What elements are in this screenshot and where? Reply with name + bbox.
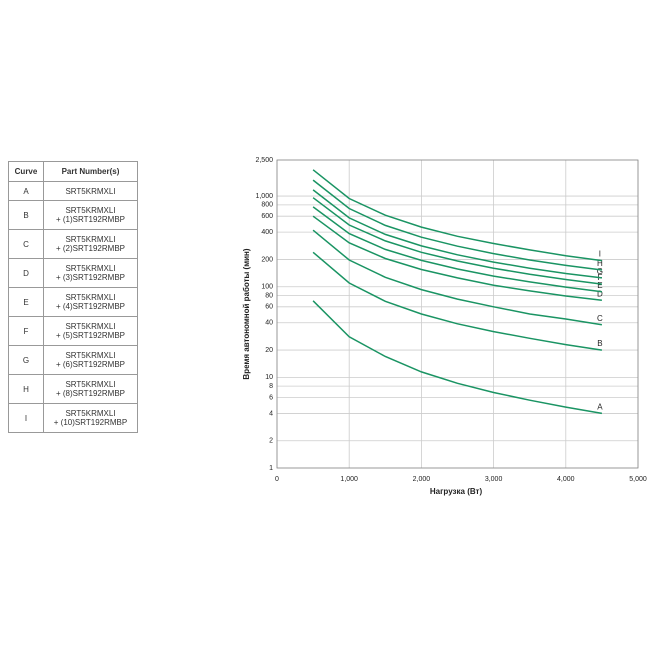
part-line: SRT5KRMXLI [65, 264, 116, 273]
part-line: + (10)SRT192RMBP [53, 418, 128, 427]
curve [312, 189, 602, 279]
curve [312, 197, 602, 285]
part-line: SRT5KRMXLI [65, 186, 116, 196]
y-tick-label: 4 [269, 410, 273, 417]
y-tick-label: 80 [265, 292, 273, 299]
part-cell: SRT5KRMXLI + (5)SRT192RMBP [43, 316, 138, 346]
x-tick-label: 1,000 [340, 476, 358, 483]
curve-cell: I [8, 403, 44, 433]
y-tick-label: 20 [265, 347, 273, 354]
part-line: SRT5KRMXLI [65, 409, 116, 418]
part-line: SRT5KRMXLI [65, 322, 116, 331]
curve-label: D [597, 289, 603, 298]
x-axis-label: Нагрузка (Вт) [430, 487, 483, 496]
y-tick-label: 40 [265, 320, 273, 327]
curve-cell: E [8, 287, 44, 317]
x-tick-label: 3,000 [485, 476, 503, 483]
y-tick-label: 10 [265, 374, 273, 381]
part-cell: SRT5KRMXLI + (1)SRT192RMBP [43, 200, 138, 230]
table-row: A SRT5KRMXLI [8, 181, 138, 201]
curve-label: I [599, 250, 601, 259]
part-line: + (2)SRT192RMBP [56, 244, 125, 253]
y-axis-label: Время автономной работы (мин) [242, 248, 251, 379]
table-row: F SRT5KRMXLI + (5)SRT192RMBP [8, 316, 138, 346]
curve [312, 169, 603, 262]
table-row: C SRT5KRMXLI + (2)SRT192RMBP [8, 229, 138, 259]
part-line: + (3)SRT192RMBP [56, 273, 125, 282]
part-cell: SRT5KRMXLI + (10)SRT192RMBP [43, 403, 138, 433]
table-row: E SRT5KRMXLI + (4)SRT192RMBP [8, 287, 138, 317]
table-row: G SRT5KRMXLI + (6)SRT192RMBP [8, 345, 138, 375]
curve [312, 206, 602, 293]
part-cell: SRT5KRMXLI + (2)SRT192RMBP [43, 229, 138, 259]
y-tick-label: 200 [261, 256, 273, 263]
part-line: + (5)SRT192RMBP [56, 331, 125, 340]
x-tick-label: 0 [275, 476, 279, 483]
curve-label: G [597, 267, 603, 276]
curve-label: H [597, 259, 603, 268]
curve [312, 179, 602, 271]
part-line: SRT5KRMXLI [65, 380, 116, 389]
table-row: D SRT5KRMXLI + (3)SRT192RMBP [8, 258, 138, 288]
table-row: I SRT5KRMXLI + (10)SRT192RMBP [8, 403, 138, 433]
part-line: + (1)SRT192RMBP [56, 215, 125, 224]
plot-frame [276, 159, 639, 469]
curve-label: E [597, 281, 602, 290]
table-row: B SRT5KRMXLI + (1)SRT192RMBP [8, 200, 138, 230]
part-line: + (6)SRT192RMBP [56, 360, 125, 369]
y-tick-label: 800 [261, 202, 273, 209]
y-tick-label: 60 [265, 304, 273, 311]
part-line: SRT5KRMXLI [65, 293, 116, 302]
curve [312, 300, 603, 415]
y-tick-label: 1 [269, 465, 273, 472]
y-tick-label: 1,000 [255, 193, 273, 200]
part-line: SRT5KRMXLI [65, 351, 116, 360]
part-cell: SRT5KRMXLI + (3)SRT192RMBP [43, 258, 138, 288]
y-tick-label: 8 [269, 383, 273, 390]
x-tick-label: 4,000 [557, 476, 575, 483]
y-tick-label: 600 [261, 213, 273, 220]
part-cell: SRT5KRMXLI + (6)SRT192RMBP [43, 345, 138, 375]
curve-cell: F [8, 316, 44, 346]
y-tick-label: 6 [269, 394, 273, 401]
y-tick-label: 2,500 [255, 157, 273, 164]
curve-cell: G [8, 345, 44, 375]
part-line: SRT5KRMXLI [65, 235, 116, 244]
x-tick-label: 5,000 [629, 476, 647, 483]
part-line: + (4)SRT192RMBP [56, 302, 125, 311]
curve [312, 251, 603, 351]
curve [312, 215, 602, 301]
y-tick-label: 400 [261, 229, 273, 236]
y-tick-label: 100 [261, 284, 273, 291]
curve-cell: C [8, 229, 44, 259]
x-tick-label: 2,000 [413, 476, 431, 483]
curve-table: Curve Part Number(s) A SRT5KRMXLI B SRT5KRM… [8, 161, 138, 433]
part-line: + (8)SRT192RMBP [56, 389, 125, 398]
curve [312, 229, 603, 326]
curve-label: A [597, 403, 603, 412]
curve-label: C [597, 314, 603, 323]
curve-label: B [597, 339, 602, 348]
y-tick-label: 2 [269, 438, 273, 445]
part-line: SRT5KRMXLI [65, 206, 116, 215]
